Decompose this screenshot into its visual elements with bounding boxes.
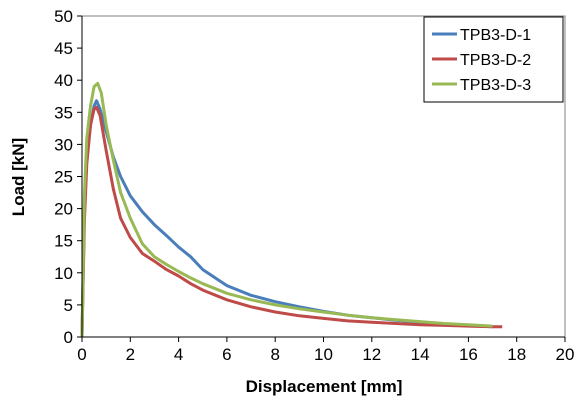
y-tick-label: 35 — [54, 103, 73, 122]
series-line-2 — [80, 105, 503, 338]
y-tick-label: 30 — [54, 135, 73, 154]
y-tick-label: 20 — [54, 200, 73, 219]
y-tick-label: 5 — [64, 296, 73, 315]
legend: TPB3-D-1 TPB3-D-2 TPB3-D-3 — [423, 16, 564, 103]
y-tick-label: 10 — [54, 264, 73, 283]
y-tick-label: 25 — [54, 168, 73, 187]
x-tick-label: 12 — [362, 345, 381, 364]
legend-label-3: TPB3-D-3 — [460, 77, 531, 94]
x-tick-label: 10 — [314, 345, 333, 364]
y-tick-label: 0 — [64, 328, 73, 347]
series-line-3 — [80, 81, 493, 338]
x-tick-label: 4 — [174, 345, 183, 364]
x-tick-label: 8 — [270, 345, 279, 364]
x-tick-label: 14 — [411, 345, 430, 364]
axes-layer: 0 5 10 15 20 25 30 35 40 45 50 0 2 4 6 8 10 12 14 16 18 20 — [54, 7, 574, 364]
x-tick-label: 2 — [126, 345, 135, 364]
y-tick-label: 45 — [54, 39, 73, 58]
x-tick-label: 0 — [77, 345, 86, 364]
y-tick-label: 15 — [54, 232, 73, 251]
x-tick-label: 16 — [459, 345, 478, 364]
x-tick-label: 18 — [507, 345, 526, 364]
x-tick-label: 6 — [222, 345, 231, 364]
series-layer — [80, 81, 503, 338]
legend-label-2: TPB3-D-2 — [460, 52, 531, 69]
y-tick-label: 50 — [54, 7, 73, 26]
y-tick-label: 40 — [54, 71, 73, 90]
x-tick-label: 20 — [556, 345, 575, 364]
y-axis-title: Load [kN] — [9, 138, 28, 216]
x-axis-title: Displacement [mm] — [246, 377, 403, 396]
legend-label-1: TPB3-D-1 — [460, 27, 531, 44]
